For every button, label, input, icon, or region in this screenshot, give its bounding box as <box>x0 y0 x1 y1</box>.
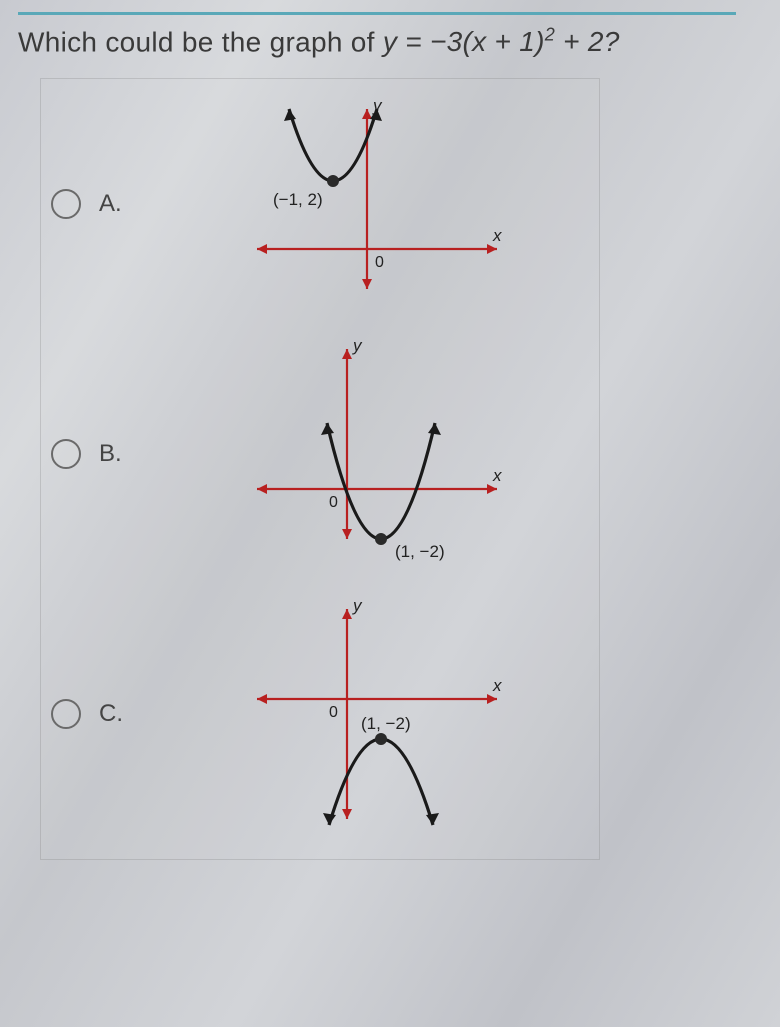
x-axis-label-c: x <box>492 676 502 695</box>
option-a-row: A. 0 y x (−1, 2) <box>51 89 589 319</box>
x-axis-label-b: x <box>492 466 502 485</box>
option-b-radio[interactable] <box>51 439 81 469</box>
vertex-label-c: (1, −2) <box>361 714 411 733</box>
origin-label-c: 0 <box>329 704 338 721</box>
option-a-radio[interactable] <box>51 189 81 219</box>
option-c-row: C. 0 y x (1, −2) <box>51 589 589 839</box>
option-b-graph: 0 y x (1, −2) <box>145 329 589 579</box>
question-prefix: Which could be the graph of <box>18 26 383 57</box>
option-c-label: C. <box>99 700 127 728</box>
y-axis-label-b: y <box>352 336 363 355</box>
option-c-radio[interactable] <box>51 699 81 729</box>
question-equation: y = −3(x + 1)2 + 2? <box>383 26 620 57</box>
option-b-row: B. 0 y x (1, −2) <box>51 329 589 579</box>
vertex-label-a: (−1, 2) <box>273 190 323 209</box>
x-axis-label: x <box>492 226 502 245</box>
options-panel: A. 0 y x (−1, 2) <box>40 78 600 860</box>
vertex-label-b: (1, −2) <box>395 542 445 561</box>
y-axis-label-c: y <box>352 596 363 615</box>
origin-label: 0 <box>375 254 384 271</box>
origin-label-b: 0 <box>329 494 338 511</box>
option-b-label: B. <box>99 440 127 468</box>
option-c-graph: 0 y x (1, −2) <box>145 589 589 839</box>
question-text: Which could be the graph of y = −3(x + 1… <box>18 25 780 58</box>
top-divider <box>18 12 736 15</box>
option-a-graph: 0 y x (−1, 2) <box>145 89 589 319</box>
option-a-label: A. <box>99 190 127 218</box>
